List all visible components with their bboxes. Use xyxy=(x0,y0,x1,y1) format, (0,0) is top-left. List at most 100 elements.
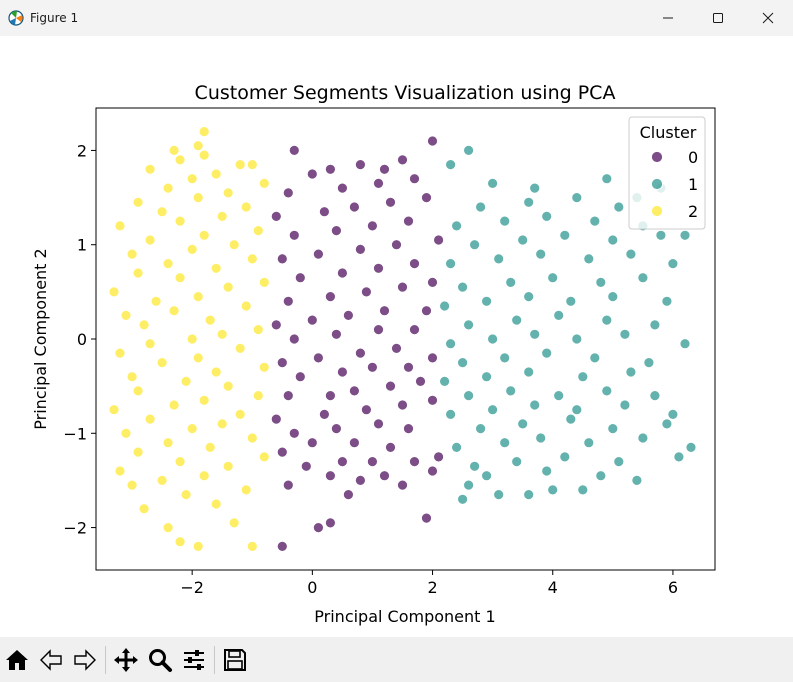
point-cluster-1 xyxy=(529,399,541,411)
maximize-button[interactable] xyxy=(693,0,743,36)
point-cluster-2 xyxy=(108,404,120,416)
point-cluster-1 xyxy=(487,404,499,416)
point-cluster-2 xyxy=(150,295,162,307)
point-cluster-2 xyxy=(114,465,126,477)
close-button[interactable] xyxy=(743,0,793,36)
point-cluster-1 xyxy=(571,404,583,416)
point-cluster-1 xyxy=(595,276,607,288)
point-cluster-1 xyxy=(673,451,685,463)
back-button[interactable] xyxy=(34,643,68,677)
point-cluster-0 xyxy=(409,258,420,270)
point-cluster-0 xyxy=(360,404,372,416)
point-cluster-1 xyxy=(649,319,661,331)
point-cluster-2 xyxy=(108,286,120,298)
point-cluster-2 xyxy=(192,140,204,152)
point-cluster-2 xyxy=(258,451,270,463)
zoom-button[interactable] xyxy=(143,643,177,677)
point-cluster-1 xyxy=(529,328,541,340)
point-cluster-2 xyxy=(210,262,222,274)
point-cluster-0 xyxy=(300,460,312,472)
point-cluster-1 xyxy=(661,418,673,430)
point-cluster-2 xyxy=(144,234,156,246)
point-cluster-0 xyxy=(427,135,438,147)
point-cluster-0 xyxy=(397,154,408,166)
legend-title: Cluster xyxy=(640,123,697,142)
point-cluster-0 xyxy=(318,206,330,218)
point-cluster-1 xyxy=(523,366,535,378)
point-cluster-2 xyxy=(192,192,204,204)
point-cluster-2 xyxy=(156,206,168,218)
y-tick-label: 2 xyxy=(77,141,87,160)
point-cluster-0 xyxy=(288,427,300,439)
point-cluster-2 xyxy=(186,333,198,345)
point-cluster-0 xyxy=(330,328,342,340)
configure-subplots-button[interactable] xyxy=(177,643,211,677)
point-cluster-1 xyxy=(601,385,613,397)
point-cluster-1 xyxy=(511,314,523,326)
forward-button[interactable] xyxy=(68,643,102,677)
point-cluster-1 xyxy=(475,201,487,213)
home-button[interactable] xyxy=(0,643,34,677)
point-cluster-0 xyxy=(391,342,402,354)
point-cluster-1 xyxy=(517,234,529,246)
point-cluster-2 xyxy=(174,272,186,284)
point-cluster-2 xyxy=(240,201,252,213)
point-cluster-1 xyxy=(451,441,463,453)
point-cluster-2 xyxy=(174,154,186,166)
point-cluster-0 xyxy=(312,248,324,260)
point-cluster-0 xyxy=(330,423,342,435)
point-cluster-2 xyxy=(240,484,252,496)
point-cluster-1 xyxy=(499,215,511,227)
point-cluster-0 xyxy=(403,423,414,435)
save-icon xyxy=(224,648,246,671)
matplotlib-app-icon xyxy=(8,10,24,26)
point-cluster-2 xyxy=(174,456,186,468)
y-tick-label: −1 xyxy=(63,424,87,443)
point-cluster-1 xyxy=(535,248,547,260)
point-cluster-1 xyxy=(529,182,541,194)
point-cluster-0 xyxy=(336,366,348,378)
point-cluster-0 xyxy=(409,173,420,185)
point-cluster-0 xyxy=(366,361,378,373)
point-cluster-1 xyxy=(571,192,583,204)
point-cluster-2 xyxy=(174,215,186,227)
point-cluster-0 xyxy=(379,305,390,317)
point-cluster-1 xyxy=(583,253,595,265)
minimize-button[interactable] xyxy=(643,0,693,36)
point-cluster-1 xyxy=(463,319,475,331)
save-button[interactable] xyxy=(218,643,252,677)
point-cluster-1 xyxy=(523,291,535,303)
forward-arrow-icon xyxy=(74,648,96,671)
point-cluster-1 xyxy=(625,366,637,378)
point-cluster-1 xyxy=(685,441,697,453)
point-cluster-1 xyxy=(679,338,691,350)
point-cluster-2 xyxy=(228,517,240,529)
point-cluster-2 xyxy=(246,253,258,265)
point-cluster-0 xyxy=(373,418,384,430)
point-cluster-2 xyxy=(198,126,210,137)
point-cluster-2 xyxy=(186,173,198,185)
point-cluster-1 xyxy=(637,432,649,444)
point-cluster-2 xyxy=(156,474,168,486)
point-cluster-0 xyxy=(409,456,420,468)
point-cluster-0 xyxy=(306,437,318,449)
point-cluster-1 xyxy=(595,470,607,482)
point-cluster-0 xyxy=(415,375,426,387)
point-cluster-1 xyxy=(559,229,571,241)
point-cluster-0 xyxy=(348,385,360,397)
pan-button[interactable] xyxy=(109,643,143,677)
point-cluster-2 xyxy=(138,319,150,331)
point-cluster-1 xyxy=(607,234,619,246)
point-cluster-0 xyxy=(354,243,366,255)
point-cluster-2 xyxy=(174,536,186,548)
point-cluster-1 xyxy=(499,437,511,449)
point-cluster-0 xyxy=(379,163,390,175)
point-cluster-1 xyxy=(589,352,601,364)
point-cluster-2 xyxy=(246,540,258,552)
figure-canvas[interactable]: Customer Segments Visualization using PC… xyxy=(0,36,793,637)
point-cluster-1 xyxy=(667,408,679,420)
point-cluster-0 xyxy=(330,225,342,237)
point-cluster-1 xyxy=(553,390,565,402)
point-cluster-0 xyxy=(391,239,402,251)
point-cluster-1 xyxy=(445,258,457,270)
